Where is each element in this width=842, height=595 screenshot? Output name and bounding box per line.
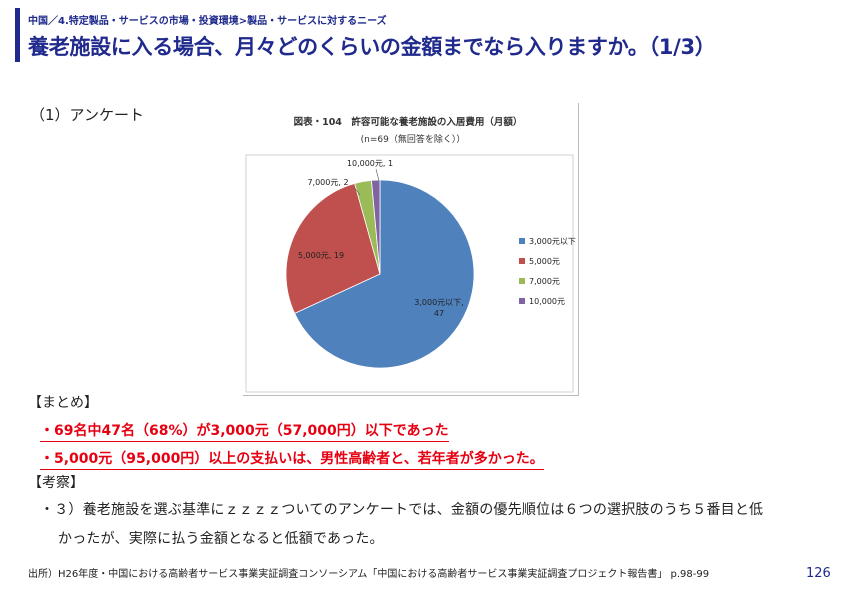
- summary-point-2: ・5,000元（95,000円）以上の支払いは、男性高齢者と、若年者が多かった。: [40, 448, 544, 470]
- consideration-heading: 【考察】: [28, 475, 84, 491]
- slice-7000-label: 7,000元, 2: [307, 178, 348, 187]
- slice-3000-label: 3,000元以下, 47: [414, 298, 463, 318]
- breadcrumb: 中国／4.特定製品・サービスの市場・投資環境>製品・サービスに対するニーズ: [28, 16, 387, 27]
- legend-label-3: 10,000元: [529, 297, 565, 306]
- legend-label-0: 3,000元以下: [529, 237, 576, 246]
- summary-heading: 【まとめ】: [28, 395, 98, 411]
- leader-line: [353, 186, 361, 196]
- slice-5000: [285, 182, 381, 314]
- summary-point-1: ・69名中47名（68%）が3,000元（57,000円）以下であった: [40, 420, 449, 442]
- legend-swatch-2: [519, 278, 525, 284]
- slice-5000-label: 5,000元, 19: [298, 251, 344, 260]
- slice-3000: [294, 179, 475, 369]
- page-number: 126: [806, 566, 831, 581]
- section-survey-heading: （1）アンケート: [30, 106, 144, 124]
- legend-swatch-0: [519, 238, 525, 244]
- chart-subtitle: (n=69（無回答を除く））: [361, 133, 466, 145]
- header-accent-bar: [15, 8, 20, 62]
- consideration-line-1: ・３）養老施設を選ぶ基準にｚｚｚｚついてのアンケートでは、金額の優先順位は６つの…: [40, 502, 764, 518]
- pie-chart-svg: 図表・104 許容可能な養老施設の入居費用（月額） (n=69（無回答を除く））…: [245, 116, 576, 393]
- chart-plot-frame: [245, 154, 574, 393]
- legend-label-2: 7,000元: [529, 277, 560, 286]
- pie-chart-figure: 図表・104 許容可能な養老施設の入居費用（月額） (n=69（無回答を除く））…: [243, 103, 579, 396]
- leader-line: [375, 168, 380, 182]
- slice-10000: [371, 179, 381, 275]
- consideration-line-2: かったが、実際に払う金額となると低額であった。: [58, 531, 384, 547]
- legend-swatch-3: [519, 298, 525, 304]
- chart-title: 図表・104 許容可能な養老施設の入居費用（月額）: [294, 116, 523, 128]
- source-note: 出所）H26年度・中国における高齢者サービス事業実証調査コンソーシアム「中国にお…: [28, 569, 710, 580]
- page-title: 養老施設に入る場合、月々どのくらいの金額までなら入りますか。（1/3）: [28, 35, 716, 59]
- slice-10000-label: 10,000元, 1: [347, 159, 393, 168]
- legend-swatch-1: [519, 258, 525, 264]
- legend-label-1: 5,000元: [529, 257, 560, 266]
